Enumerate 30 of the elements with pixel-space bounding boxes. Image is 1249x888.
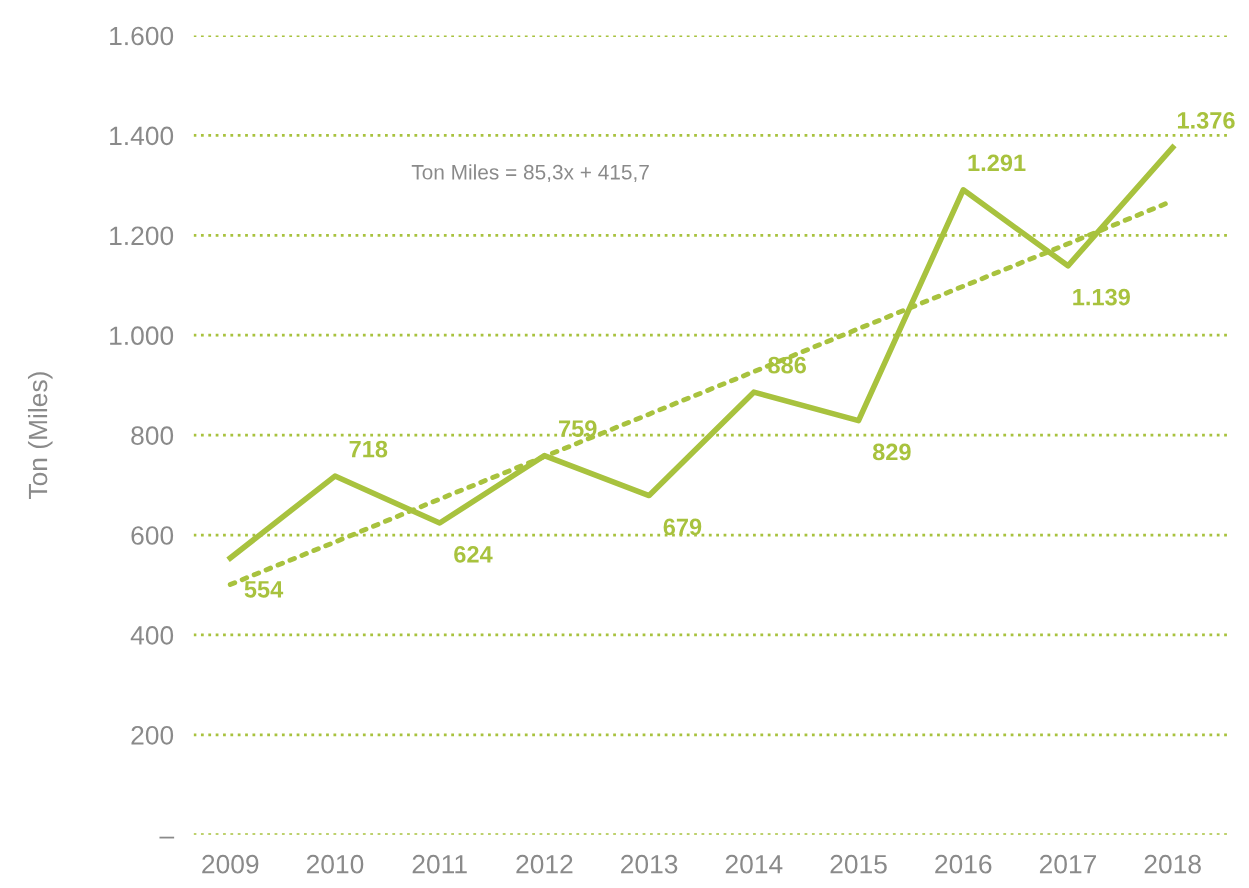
- data-label: 759: [559, 420, 597, 437]
- data-label: 679: [663, 518, 702, 536]
- y-tick-label: 1.600: [110, 26, 174, 46]
- x-tick-label: 2015: [830, 854, 887, 874]
- data-label: 1.291: [968, 154, 1026, 172]
- y-tick-label: 200: [131, 725, 174, 745]
- x-tick-label: 2009: [202, 854, 259, 874]
- x-tick-label: 2013: [621, 854, 678, 874]
- data-label: 829: [872, 443, 911, 461]
- x-tick-label: 2014: [725, 854, 783, 874]
- x-tick-label: 2016: [935, 854, 992, 874]
- x-tick-label: 2018: [1144, 854, 1201, 874]
- data-label: 554: [244, 581, 284, 598]
- y-tick-label: –: [159, 836, 175, 839]
- data-label: 718: [349, 440, 388, 458]
- data-label: 624: [454, 545, 493, 563]
- y-tick-label: 600: [131, 526, 174, 545]
- y-tick-label: 1.400: [110, 126, 174, 146]
- x-tick-label: 2012: [516, 854, 573, 874]
- y-tick-label: 800: [131, 426, 174, 445]
- x-tick-label: 2011: [412, 854, 467, 874]
- x-tick-label: 2017: [1039, 854, 1096, 874]
- y-tick-label: 400: [130, 626, 174, 645]
- x-tick-label: 2010: [306, 854, 364, 874]
- data-label: 1.376: [1177, 112, 1235, 129]
- y-axis-title: Ton (Miles): [27, 372, 53, 500]
- y-tick-label: 1.200: [110, 226, 174, 246]
- data-label: 1.139: [1073, 288, 1130, 306]
- annotation: Ton Miles = 85,3x + 415,7: [411, 164, 649, 183]
- y-tick-label: 1.000: [110, 326, 174, 346]
